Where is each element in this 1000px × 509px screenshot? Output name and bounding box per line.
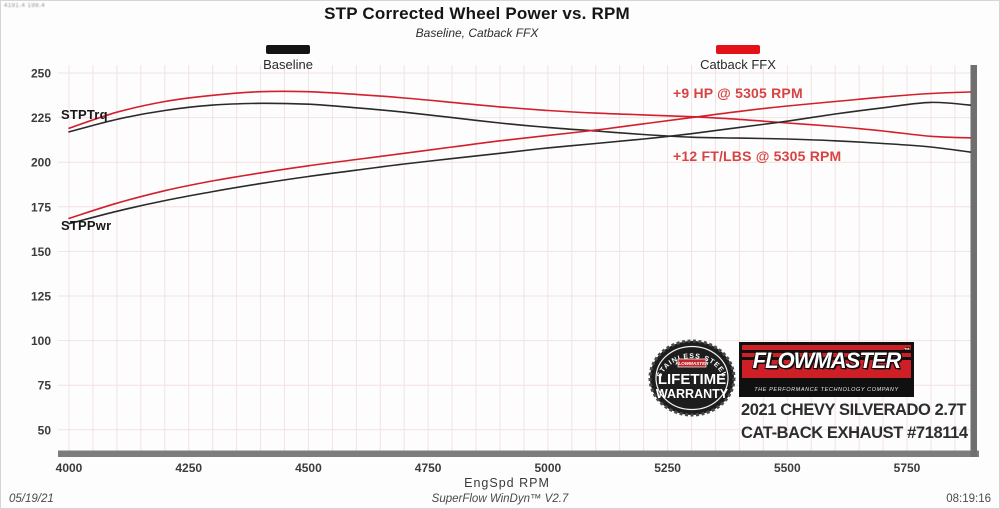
annotation-torque-gain: +12 FT/LBS @ 5305 RPM: [673, 148, 842, 164]
badge-lifetime-text: LIFETIME: [658, 371, 726, 388]
svg-text:5750: 5750: [894, 461, 921, 475]
svg-text:200: 200: [31, 156, 51, 170]
legend-baseline: Baseline: [233, 45, 343, 74]
svg-text:225: 225: [31, 111, 51, 125]
footer-date: 05/19/21: [9, 493, 54, 505]
svg-text:EngSpd RPM: EngSpd RPM: [464, 476, 550, 490]
chart-header: STP Corrected Wheel Power vs. RPM Baseli…: [1, 4, 953, 40]
svg-text:250: 250: [31, 67, 51, 81]
trademark-symbol: ™: [904, 348, 910, 354]
flowmaster-logo-top: FLOWMASTER ™: [742, 345, 911, 378]
page-title: STP Corrected Wheel Power vs. RPM: [324, 4, 630, 23]
svg-text:4000: 4000: [56, 461, 83, 475]
vehicle-name: 2021 CHEVY SILVERADO 2.7T: [741, 401, 967, 419]
annotation-hp-gain: +9 HP @ 5305 RPM: [673, 85, 803, 101]
svg-text:4750: 4750: [415, 461, 442, 475]
page-subtitle: Baseline, Catback FFX: [415, 26, 539, 40]
svg-text:5250: 5250: [654, 461, 681, 475]
product-name: CAT-BACK EXHAUST #718114: [741, 424, 968, 442]
legend-catback: Catback FFX: [683, 45, 793, 74]
footer-software: SuperFlow WinDyn™ V2.7: [431, 493, 569, 505]
svg-text:50: 50: [38, 423, 52, 437]
svg-text:175: 175: [31, 200, 51, 214]
svg-text:125: 125: [31, 290, 51, 304]
catback-color-swatch: [716, 45, 760, 54]
svg-text:100: 100: [31, 334, 51, 348]
logo-stripe: [742, 357, 911, 360]
curve-label-power: STPPwr: [61, 218, 112, 233]
svg-text:4500: 4500: [295, 461, 322, 475]
flowmaster-tagline: THE PERFORMANCE TECHNOLOGY COMPANY: [754, 387, 899, 393]
svg-text:150: 150: [31, 245, 51, 259]
cursor-readout: 4191.4 198.4: [4, 3, 46, 9]
test-subject-block: 2021 CHEVY SILVERADO 2.7T CAT-BACK EXHAU…: [741, 399, 971, 445]
legend-baseline-label: Baseline: [263, 57, 313, 72]
svg-text:75: 75: [38, 379, 52, 393]
svg-text:4250: 4250: [175, 461, 202, 475]
svg-text:5500: 5500: [774, 461, 801, 475]
lifetime-warranty-badge: STAINLESS STEEL FLOWMASTER LIFETIME WARR…: [648, 339, 736, 417]
legend-catback-label: Catback FFX: [700, 57, 776, 72]
flowmaster-wordmark: FLOWMASTER ™: [752, 348, 910, 373]
badge-warranty-text: WARRANTY: [656, 387, 729, 401]
svg-text:5000: 5000: [535, 461, 562, 475]
baseline-color-swatch: [266, 45, 310, 54]
footer-time: 08:19:16: [946, 493, 991, 505]
flowmaster-logo: FLOWMASTER ™ THE PERFORMANCE TECHNOLOGY C…: [739, 342, 914, 397]
curve-label-torque: STPTrq: [61, 107, 108, 122]
flowmaster-logo-bottom: THE PERFORMANCE TECHNOLOGY COMPANY: [742, 378, 911, 393]
logo-stripe: [742, 350, 911, 353]
badge-mini-logo: FLOWMASTER: [676, 361, 710, 366]
